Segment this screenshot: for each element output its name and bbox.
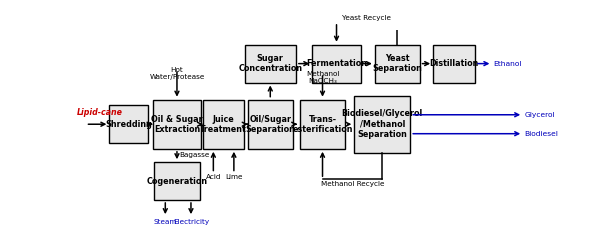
Bar bbox=[110, 105, 149, 143]
Text: Shredding: Shredding bbox=[105, 120, 152, 129]
Text: Juice
Treatment: Juice Treatment bbox=[200, 115, 247, 134]
Bar bbox=[300, 100, 345, 149]
Text: Bagasse: Bagasse bbox=[179, 153, 209, 158]
Bar bbox=[203, 100, 244, 149]
Text: Acid: Acid bbox=[206, 174, 221, 180]
Text: Fermentation: Fermentation bbox=[306, 59, 367, 68]
Text: Lipid-cane: Lipid-cane bbox=[77, 108, 123, 117]
Text: Ethanol: Ethanol bbox=[493, 61, 522, 67]
Bar bbox=[244, 45, 296, 83]
Text: Oil & Sugar
Extraction: Oil & Sugar Extraction bbox=[151, 115, 203, 134]
Text: Biodiesel: Biodiesel bbox=[524, 131, 559, 137]
Text: Yeast Recycle: Yeast Recycle bbox=[343, 15, 391, 21]
Bar bbox=[312, 45, 361, 83]
Text: Steam: Steam bbox=[154, 219, 177, 225]
Bar bbox=[248, 100, 293, 149]
Bar bbox=[153, 100, 201, 149]
Bar bbox=[354, 96, 410, 153]
Text: Trans-
esterification: Trans- esterification bbox=[293, 115, 353, 134]
Text: Biodiesel/Glycerol
/Methanol
Separation: Biodiesel/Glycerol /Methanol Separation bbox=[341, 109, 423, 139]
Bar bbox=[375, 45, 420, 83]
Bar bbox=[154, 162, 200, 200]
Text: Sugar
Concentration: Sugar Concentration bbox=[238, 54, 302, 73]
Text: Methanol
NaOCH₃: Methanol NaOCH₃ bbox=[306, 71, 339, 84]
Text: Yeast
Separation: Yeast Separation bbox=[372, 54, 422, 73]
Text: Distillation: Distillation bbox=[429, 59, 479, 68]
Text: Cogeneration: Cogeneration bbox=[146, 177, 208, 185]
Text: Hot
Water/Protease: Hot Water/Protease bbox=[149, 67, 205, 80]
Bar bbox=[433, 45, 475, 83]
Text: Oil/Sugar
Separation: Oil/Sugar Separation bbox=[246, 115, 295, 134]
Text: Electricity: Electricity bbox=[173, 219, 209, 225]
Text: Lime: Lime bbox=[225, 174, 243, 180]
Text: Methanol Recycle: Methanol Recycle bbox=[321, 181, 384, 187]
Text: Glycerol: Glycerol bbox=[524, 112, 555, 118]
